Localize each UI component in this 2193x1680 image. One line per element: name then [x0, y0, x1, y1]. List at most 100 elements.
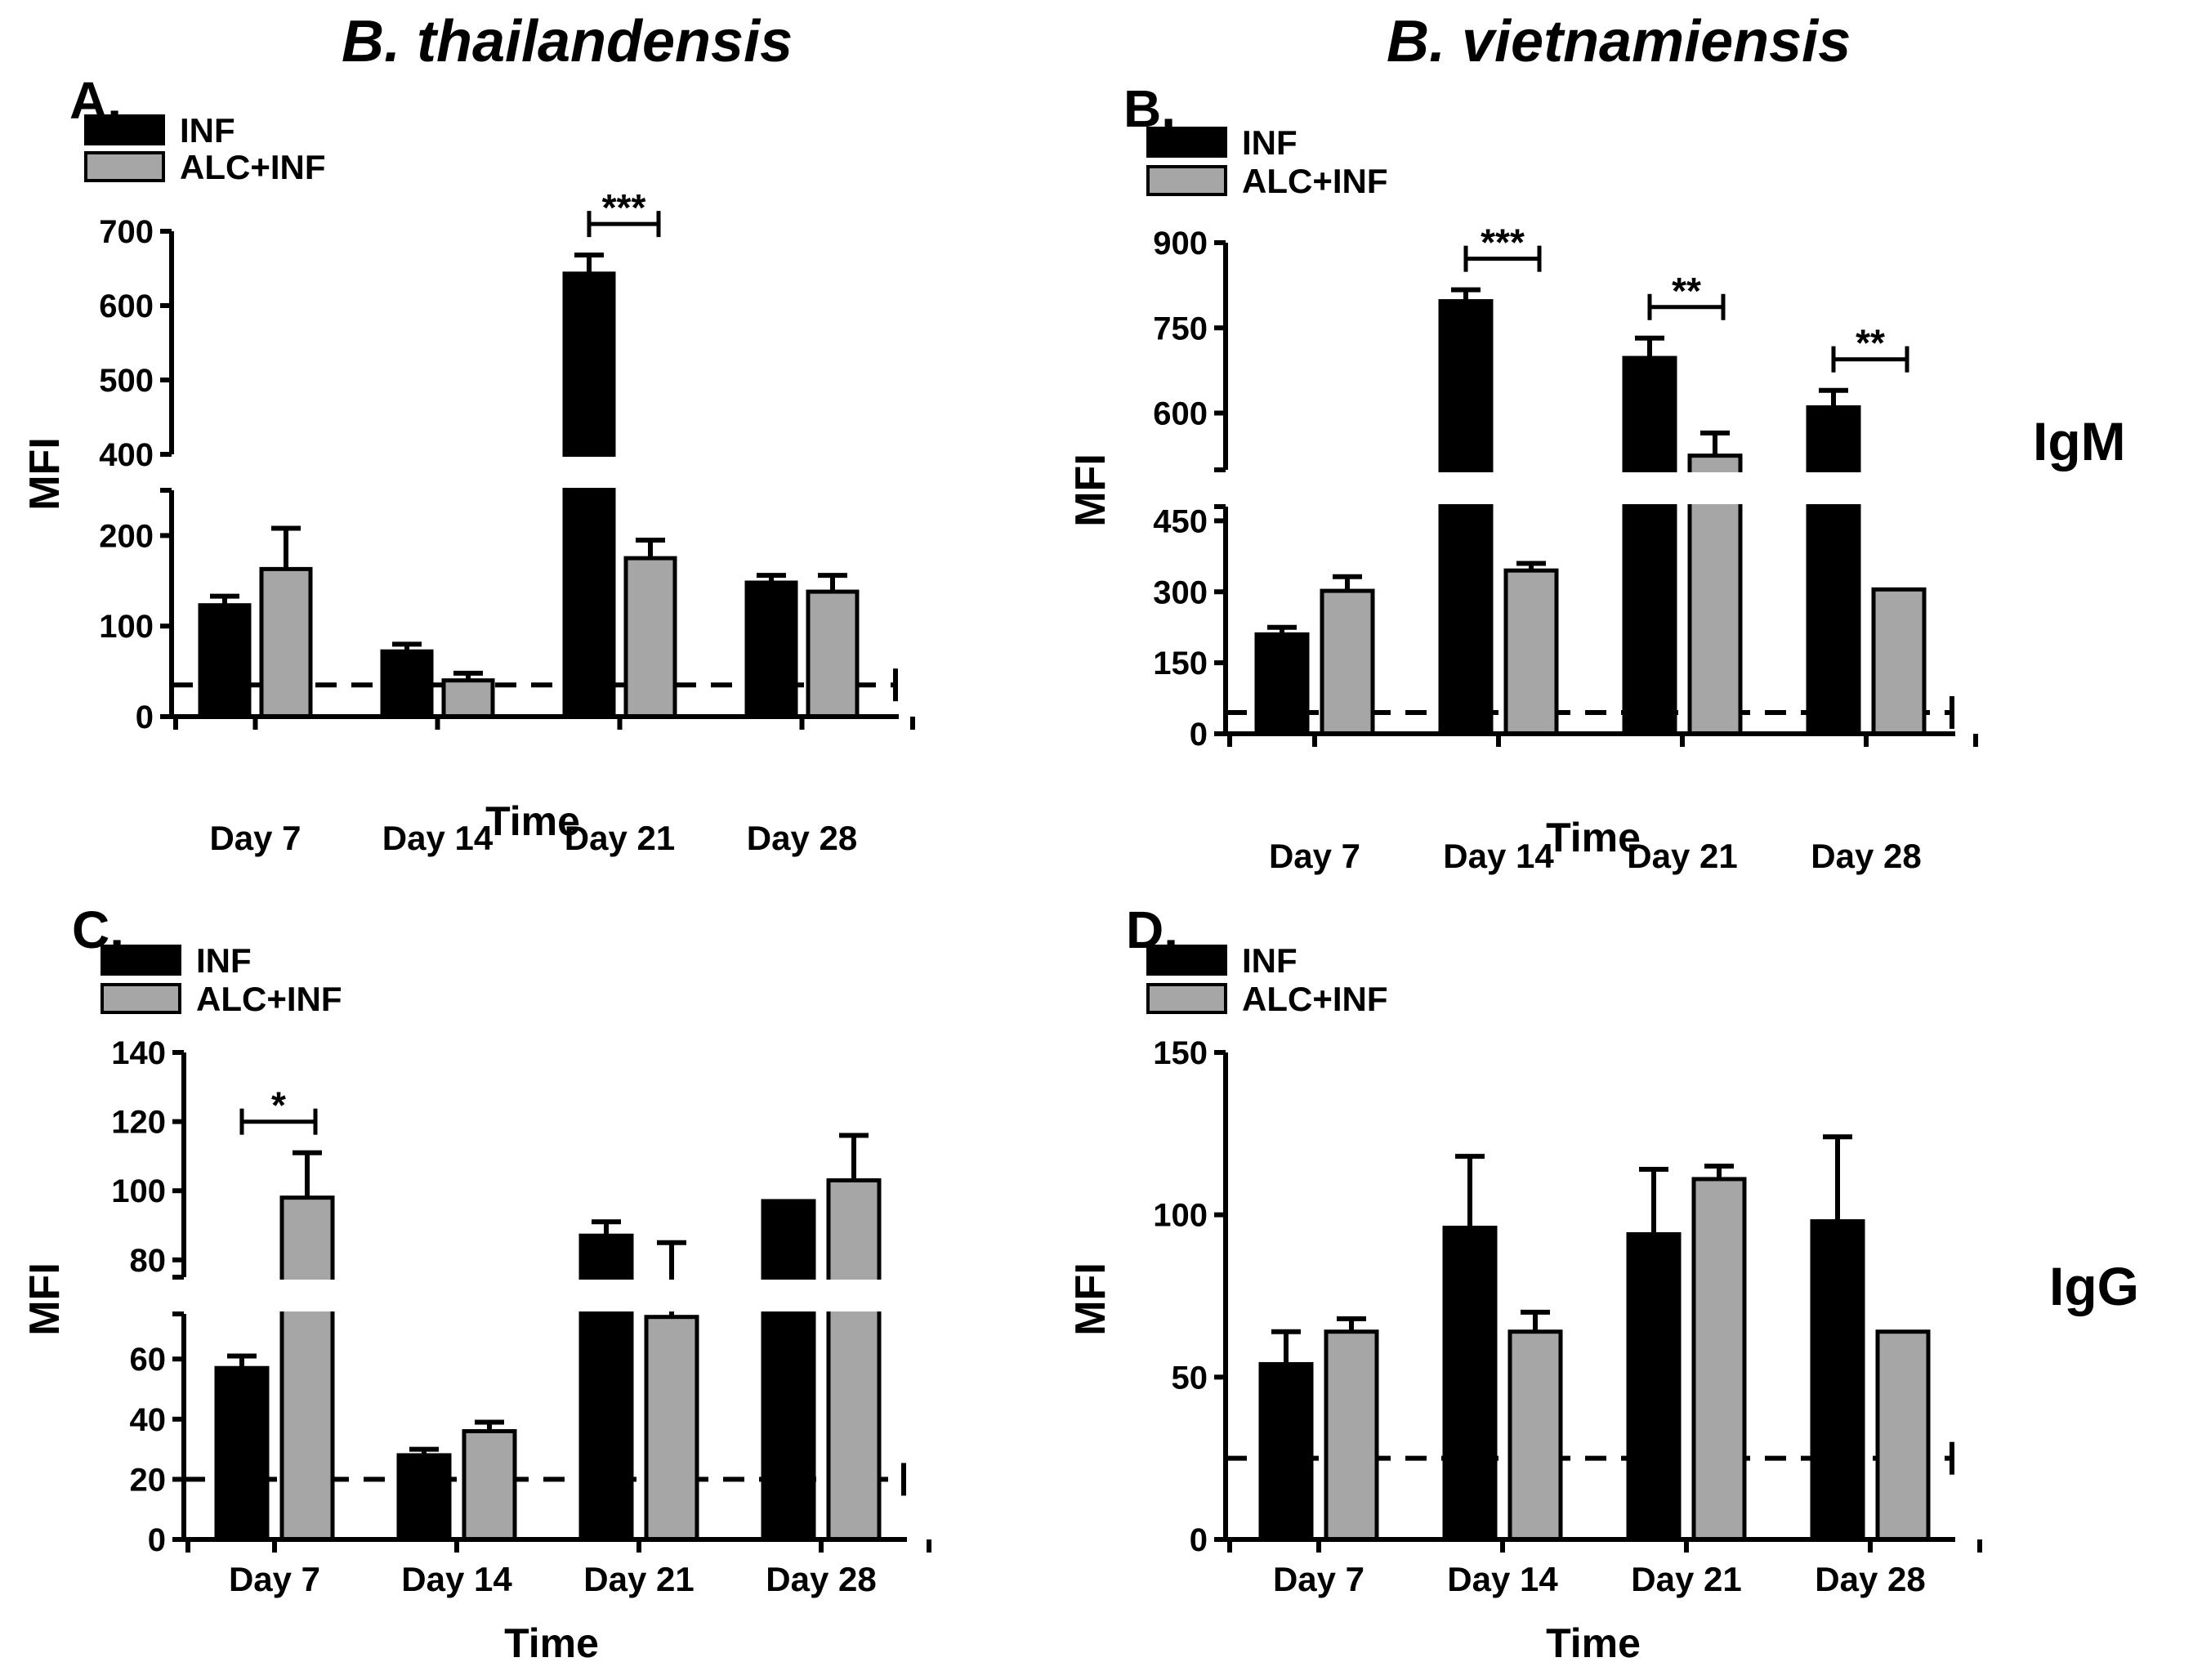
panel-a-legend-swatch-inf — [84, 114, 165, 145]
panel-b-axis-break-gap — [1224, 472, 1954, 504]
panel-a-bar-inf — [380, 649, 434, 719]
panel-a-y-tick-label: 600 — [99, 288, 154, 324]
panel-b-legend-label-alc-inf: ALC+INF — [1242, 162, 1388, 200]
panel-a-x-axis-title: Time — [485, 798, 580, 844]
panel-d-x-tick-label: Day 28 — [1815, 1560, 1925, 1598]
panel-c-legend-swatch-inf — [100, 945, 181, 976]
panel-d-y-tick-label: 100 — [1153, 1198, 1208, 1234]
panel-c-bar-inf — [214, 1365, 270, 1542]
row-label-igg: IgG — [2049, 1256, 2139, 1316]
panel-c-y-tick-label: 120 — [111, 1105, 166, 1141]
panel-c-y-tick-label: 140 — [111, 1035, 166, 1071]
panel-a-bar-inf — [198, 603, 252, 719]
panel-d-bar-alc-inf — [1507, 1329, 1563, 1542]
panel-d-x-tick-label: Day 21 — [1631, 1560, 1741, 1598]
panel-a-x-tick-label: Day 14 — [382, 819, 494, 857]
panel-b-sig-stars: *** — [1481, 221, 1525, 264]
panel-d-x-tick-label: Day 14 — [1447, 1560, 1558, 1598]
panel-a-y-tick-label: 700 — [99, 214, 154, 250]
panel-d-bar-alc-inf — [1691, 1177, 1747, 1542]
row-label-igm: IgM — [2033, 411, 2126, 471]
panel-b-legend-swatch-inf — [1146, 127, 1227, 158]
panel-a-x-tick-label: Day 7 — [209, 819, 301, 857]
panel-c-bar-alc-inf — [462, 1429, 517, 1542]
panel-d-y-tick-label: 0 — [1190, 1522, 1208, 1558]
panel-a-legend-swatch-alc-inf — [84, 151, 165, 182]
panel-d-legend-label-inf: INF — [1242, 941, 1297, 980]
panel-d-legend-swatch-alc-inf — [1146, 983, 1227, 1014]
panel-d-bar-inf — [1442, 1226, 1498, 1542]
panel-d-bar-alc-inf — [1875, 1329, 1931, 1542]
panel-c-y-tick-label: 60 — [130, 1342, 167, 1378]
panel-a-y-tick-label: 200 — [99, 518, 154, 554]
panel-d-bar-inf — [1626, 1232, 1682, 1542]
panel-b-bar-alc-inf — [1503, 568, 1559, 736]
panel-c-y-tick-label: 40 — [130, 1402, 167, 1438]
panel-c-bar-inf — [396, 1453, 452, 1542]
panel-d-legend-swatch-inf — [1146, 945, 1227, 976]
panel-d-legend-label-alc-inf: ALC+INF — [1242, 980, 1388, 1018]
panel-d-bar-alc-inf — [1324, 1329, 1379, 1542]
panel-d-y-tick-label: 50 — [1172, 1360, 1208, 1396]
panel-b-x-tick-label: Day 7 — [1269, 837, 1360, 875]
panel-a-bar-alc-inf — [806, 589, 860, 719]
panel-b-x-tick-label: Day 28 — [1811, 837, 1921, 875]
panel-c-y-axis-title: MFI — [21, 1262, 69, 1336]
panel-c-sig-stars: * — [271, 1084, 286, 1127]
panel-b-x-tick-label: Day 14 — [1443, 837, 1554, 875]
panel-a-y-tick-label: 500 — [99, 363, 154, 399]
panel-c-axis-break-gap — [182, 1280, 905, 1311]
panel-a-bar-alc-inf — [259, 566, 313, 719]
panel-b-legend-label-inf: INF — [1242, 123, 1297, 162]
panel-c-legend-swatch-alc-inf — [100, 983, 181, 1014]
panel-c-x-tick-label: Day 21 — [583, 1560, 694, 1598]
panel-a-y-tick-label: 400 — [99, 437, 154, 473]
panel-d-x-tick-label: Day 7 — [1273, 1560, 1364, 1598]
panel-a-x-tick-label: Day 21 — [565, 819, 675, 857]
panel-b-y-tick-label: 600 — [1153, 396, 1208, 432]
panel-c-y-tick-label: 20 — [130, 1462, 167, 1498]
panel-b-bar-alc-inf — [1320, 588, 1375, 736]
panel-b-bar-inf — [1254, 632, 1310, 736]
panel-a-bar-inf — [562, 271, 616, 719]
panel-c-bar-inf — [761, 1199, 816, 1542]
panel-a-y-tick-label: 0 — [136, 699, 154, 735]
panel-a-bar-alc-inf — [441, 678, 495, 719]
panel-c-bar-alc-inf — [644, 1315, 699, 1542]
panel-a-legend-label-inf: INF — [180, 111, 235, 150]
panel-c-y-tick-label: 80 — [130, 1243, 167, 1279]
header-right-species: B. vietnamiensis — [1387, 9, 1851, 74]
panel-c-y-tick-label: 100 — [111, 1173, 166, 1209]
panel-c-x-tick-label: Day 7 — [229, 1560, 320, 1598]
panel-c-bar-alc-inf — [826, 1178, 882, 1542]
panel-b-y-tick-label: 900 — [1153, 226, 1208, 261]
panel-b-y-tick-label: 0 — [1190, 717, 1208, 753]
panel-d-bar-inf — [1258, 1361, 1314, 1542]
panel-b-y-tick-label: 300 — [1153, 574, 1208, 610]
panel-b-sig-stars: ** — [1672, 270, 1701, 312]
panel-b-x-axis-title: Time — [1546, 815, 1641, 860]
panel-a-x-tick-label: Day 28 — [747, 819, 857, 857]
panel-b-bar-inf — [1622, 355, 1677, 736]
panel-a-y-axis-title: MFI — [21, 437, 69, 511]
panel-b-y-axis-title: MFI — [1067, 454, 1114, 527]
panel-a-bar-alc-inf — [623, 556, 677, 719]
panel-c-legend-label-alc-inf: ALC+INF — [196, 980, 342, 1018]
panel-a-legend-label-alc-inf: ALC+INF — [180, 148, 326, 186]
panel-a-bar-inf — [744, 580, 798, 719]
panel-a-axis-break-gap — [170, 457, 897, 488]
panel-b-bar-inf — [1438, 299, 1494, 736]
panel-b-bar-inf — [1806, 405, 1861, 736]
panel-a-y-tick-label: 100 — [99, 609, 154, 645]
panel-b-sig-stars: ** — [1856, 322, 1885, 364]
panel-b-x-tick-label: Day 21 — [1627, 837, 1737, 875]
header-left-species: B. thailandensis — [342, 9, 793, 74]
panel-b-y-tick-label: 450 — [1153, 503, 1208, 539]
panel-c-x-tick-label: Day 14 — [401, 1560, 512, 1598]
panel-c-y-tick-label: 0 — [148, 1522, 166, 1558]
panel-d-y-axis-title: MFI — [1067, 1262, 1114, 1336]
panel-c-bar-alc-inf — [279, 1195, 335, 1542]
panel-d-y-tick-label: 150 — [1153, 1035, 1208, 1071]
panel-c-legend-label-inf: INF — [196, 941, 252, 980]
